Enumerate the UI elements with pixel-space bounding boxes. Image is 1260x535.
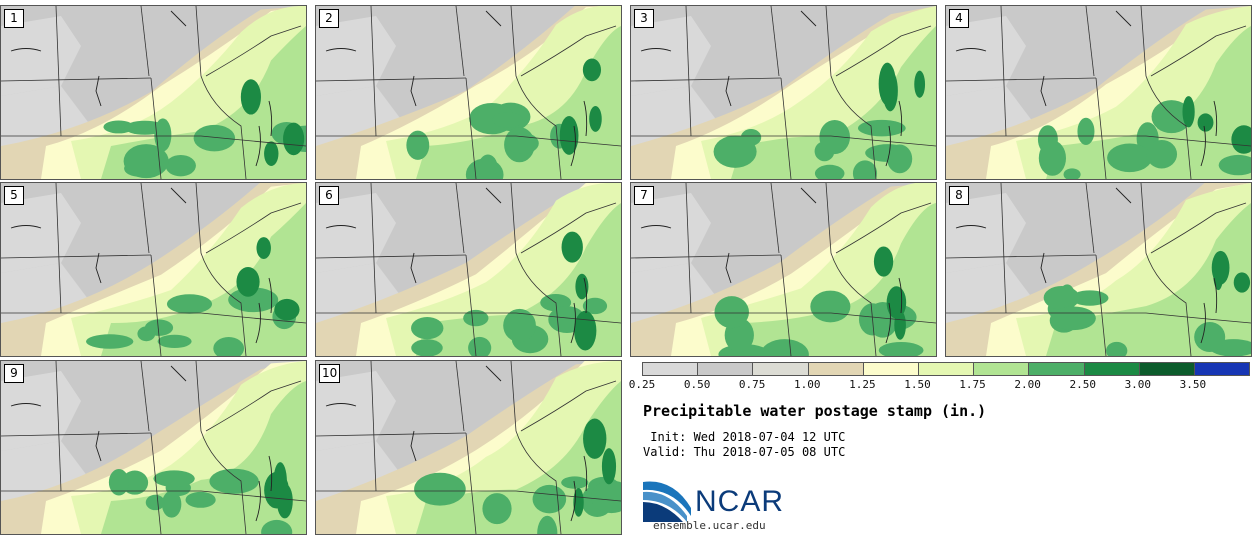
colorbar-tick-label: 2.00: [1014, 378, 1041, 391]
colorbar-segment: [643, 363, 699, 375]
map-panel-3: 3: [630, 5, 937, 180]
panel-number-label: 1: [4, 9, 24, 28]
colorbar-tick-label: 1.00: [794, 378, 821, 391]
colorbar-tick-label: 2.50: [1069, 378, 1096, 391]
colorbar-segment: [974, 363, 1030, 375]
colorbar-tick-label: 3.50: [1179, 378, 1207, 391]
panel-number-label: 5: [4, 186, 24, 205]
colorbar-tick-label: 1.50: [904, 378, 931, 391]
map-panel-1: 1: [0, 5, 307, 180]
map-panel-5: 5: [0, 182, 307, 357]
panel-number-label: 6: [319, 186, 339, 205]
valid-time: Valid: Thu 2018-07-05 08 UTC: [643, 445, 846, 459]
colorbar-segment: [1139, 363, 1195, 375]
colorbar-segment: [863, 363, 919, 375]
colorbar-segment: [1029, 363, 1085, 375]
colorbar-tick-label: 1.75: [959, 378, 986, 391]
map-panel-4: 4: [945, 5, 1252, 180]
map-panel-8: 8: [945, 182, 1252, 357]
colorbar-tick-label: 0.50: [683, 378, 711, 391]
panel-number-label: 10: [319, 364, 341, 383]
colorbar-segment: [1084, 363, 1140, 375]
colorbar-segment: [698, 363, 754, 375]
panel-number-label: 2: [319, 9, 339, 28]
panel-number-label: 7: [634, 186, 654, 205]
map-panel-10: 10: [315, 360, 622, 535]
map-panel-2: 2: [315, 5, 622, 180]
panel-number-label: 4: [949, 9, 969, 28]
panel-number-label: 9: [4, 364, 24, 383]
colorbar-segment: [918, 363, 975, 375]
colorbar-segment: [1194, 363, 1250, 375]
init-time: Init: Wed 2018-07-04 12 UTC: [643, 430, 846, 444]
ncar-logo-icon: [643, 481, 691, 522]
site-url: ensemble.ucar.edu: [653, 519, 766, 532]
panel-number-label: 3: [634, 9, 654, 28]
colorbar-tick-label: 0.75: [738, 378, 766, 391]
colorbar-segment: [808, 363, 864, 375]
logo-text: NCAR: [695, 485, 785, 518]
map-panel-9: 9: [0, 360, 307, 535]
panel-number-label: 8: [949, 186, 969, 205]
colorbar-tick-label: 1.25: [849, 378, 876, 391]
figure-title: Precipitable water postage stamp (in.): [643, 402, 987, 420]
colorbar-tick-label: 3.00: [1124, 378, 1152, 391]
map-panel-6: 6: [315, 182, 622, 357]
colorbar-tick-label: 0.25: [628, 378, 656, 391]
map-panel-7: 7: [630, 182, 937, 357]
colorbar: [642, 362, 1250, 376]
colorbar-segment: [753, 363, 809, 375]
